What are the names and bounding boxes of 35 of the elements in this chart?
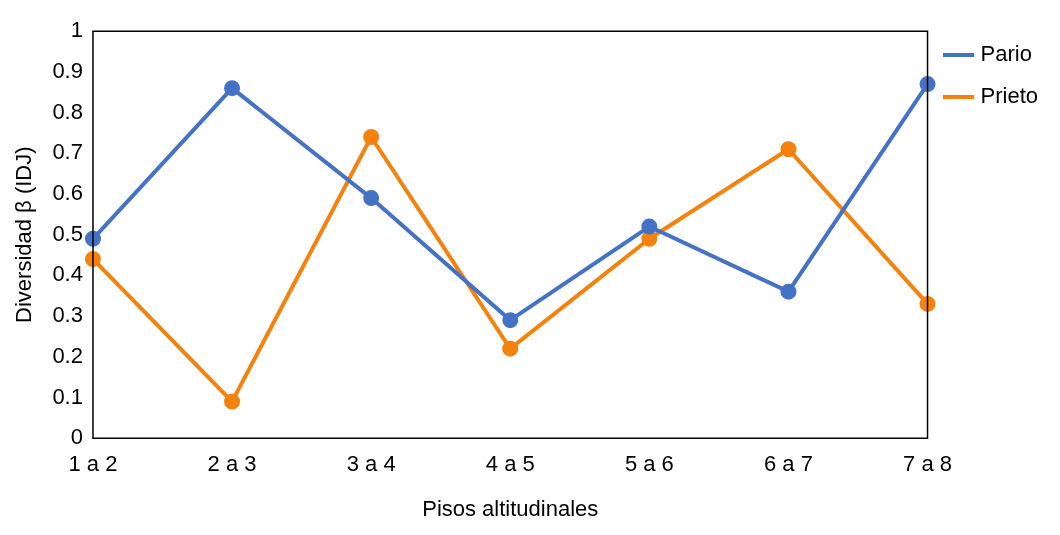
point — [224, 80, 241, 97]
point — [780, 141, 797, 158]
y-tick-label: 0.3 — [52, 302, 83, 328]
y-tick-label: 0.9 — [52, 57, 83, 83]
y-tick-label: 0.6 — [52, 180, 83, 206]
point — [224, 393, 241, 410]
x-tick-label: 2 a 3 — [207, 451, 257, 477]
y-tick-label: 0.7 — [52, 139, 83, 165]
x-tick-label: 3 a 4 — [346, 451, 396, 477]
point — [502, 340, 519, 357]
x-axis-title: Pisos altitudinales — [422, 495, 599, 521]
y-tick-label: 0.2 — [52, 342, 83, 368]
point — [780, 283, 797, 300]
point — [84, 251, 101, 268]
x-tick-label: 6 a 7 — [763, 451, 813, 477]
point — [363, 190, 380, 207]
point — [363, 129, 380, 146]
y-tick-label: 0.4 — [52, 261, 83, 287]
legend-label: Pario — [980, 41, 1032, 67]
point — [919, 295, 936, 312]
point — [502, 312, 519, 329]
point — [919, 76, 936, 93]
y-tick-label: 0.5 — [52, 220, 83, 246]
point — [641, 218, 658, 235]
point — [641, 230, 658, 247]
y-axis-title: Diversidad β (IDJ) — [11, 146, 37, 323]
y-tick-label: 0 — [70, 424, 83, 450]
legend-label: Prieto — [980, 83, 1039, 109]
y-tick-label: 0.8 — [52, 98, 83, 124]
y-tick-label: 1 — [70, 17, 83, 43]
x-tick-label: 1 a 2 — [68, 451, 118, 477]
x-tick-label: 5 a 6 — [624, 451, 674, 477]
x-tick-label: 4 a 5 — [485, 451, 535, 477]
y-tick-label: 0.1 — [52, 383, 83, 409]
x-tick-label: 7 a 8 — [903, 451, 952, 477]
